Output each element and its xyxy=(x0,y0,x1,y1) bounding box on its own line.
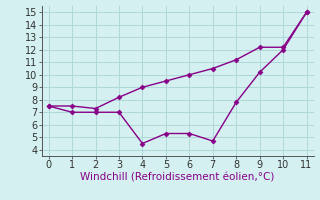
X-axis label: Windchill (Refroidissement éolien,°C): Windchill (Refroidissement éolien,°C) xyxy=(80,173,275,183)
